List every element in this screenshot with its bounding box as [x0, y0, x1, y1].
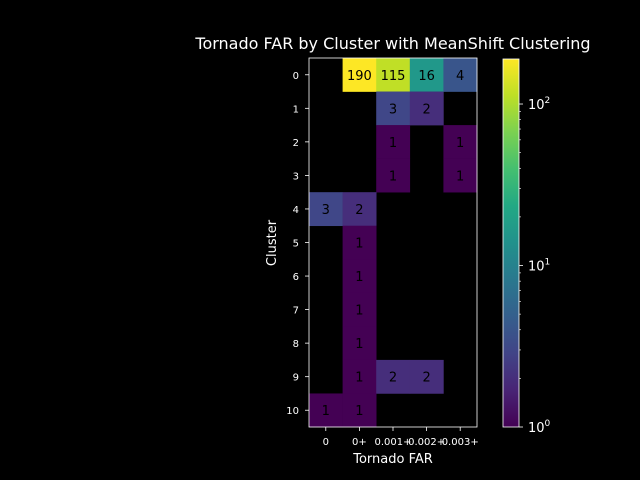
colorbar-gradient [502, 58, 520, 428]
y-tick-label: 5 [293, 239, 299, 250]
cell-value-label: 4 [456, 69, 464, 84]
colorbar-tick-label: 102 [528, 96, 550, 113]
heatmap-cell [376, 158, 411, 193]
heatmap-cell [342, 192, 377, 227]
cell-value-label: 2 [355, 203, 363, 218]
heatmap-cell [342, 393, 377, 428]
y-tick-label: 6 [293, 272, 299, 283]
heatmap-cell [376, 359, 411, 394]
colorbar-tick-label: 101 [528, 258, 550, 275]
y-tick-label: 10 [286, 406, 299, 417]
heatmap-cell [409, 58, 444, 92]
colorbar-ticks: 100 101 102 [519, 96, 551, 436]
heatmap-cell [309, 192, 343, 227]
cell-value-label: 1 [389, 169, 397, 184]
heatmap-cell [309, 393, 343, 428]
cell-value-label: 1 [355, 237, 363, 252]
y-tick-label: 7 [293, 306, 299, 317]
y-tick-label: 2 [293, 138, 299, 149]
y-axis: 0 1 2 3 4 5 6 7 8 9 10 [286, 71, 309, 417]
heatmap-cell [342, 225, 377, 260]
heatmap-cell [443, 58, 478, 92]
heatmap-cell [376, 125, 411, 159]
cell-value-label: 115 [381, 69, 406, 84]
y-tick-label: 3 [293, 171, 299, 182]
heatmap-cell [342, 326, 377, 361]
heatmap-cell [342, 58, 377, 92]
heatmap-cell [376, 58, 411, 92]
cell-value-label: 190 [347, 69, 372, 84]
heatmap-cell [342, 292, 377, 327]
cell-value-label: 1 [456, 136, 464, 151]
chart-title: Tornado FAR by Cluster with MeanShift Cl… [194, 34, 590, 53]
x-tick-label: 0+ [352, 437, 367, 448]
x-tick-label: 0.003+ [442, 437, 479, 448]
x-axis: 0 0+ 0.001+0.002+0.003+ [323, 427, 479, 448]
heatmap-cell [409, 91, 444, 126]
y-tick-label: 8 [293, 339, 299, 350]
heatmap-cell [443, 158, 478, 193]
cell-value-label: 1 [355, 337, 363, 352]
heatmap-cell [409, 359, 444, 394]
cell-value-label: 1 [322, 404, 330, 419]
colorbar-tick-label: 100 [528, 419, 551, 436]
cell-value-label: 1 [389, 136, 397, 151]
y-axis-label: Cluster [265, 219, 280, 266]
y-tick-label: 0 [293, 71, 299, 82]
cell-value-label: 3 [389, 102, 397, 117]
colorbar: 100 101 102 [502, 58, 551, 436]
cell-value-label: 1 [355, 270, 363, 285]
x-tick-label: 0.002+ [408, 437, 445, 448]
y-tick-label: 9 [293, 373, 299, 384]
cell-value-label: 3 [322, 203, 330, 218]
heatmap-cell [443, 125, 478, 159]
plot-area: 190 115 16 4 3 2 1 1 1 1 3 2 1 1 1 1 1 2 2 1 1 [308, 57, 478, 428]
y-tick-label: 4 [293, 205, 299, 216]
cell-value-label: 2 [389, 371, 397, 386]
x-tick-label: 0.001+ [374, 437, 411, 448]
x-tick-label: 0 [323, 437, 329, 448]
heatmap-cell [376, 91, 411, 126]
cell-value-label: 1 [355, 304, 363, 319]
y-tick-label: 1 [293, 104, 299, 115]
heatmap-cell [342, 259, 377, 294]
x-axis-label: Tornado FAR [352, 452, 433, 467]
cell-value-label: 1 [456, 169, 464, 184]
cell-value-label: 1 [355, 371, 363, 386]
cell-value-label: 1 [355, 404, 363, 419]
cell-value-label: 2 [422, 371, 430, 386]
cell-value-label: 16 [418, 69, 435, 84]
cell-value-label: 2 [422, 102, 430, 117]
heatmap-cell [342, 359, 377, 394]
